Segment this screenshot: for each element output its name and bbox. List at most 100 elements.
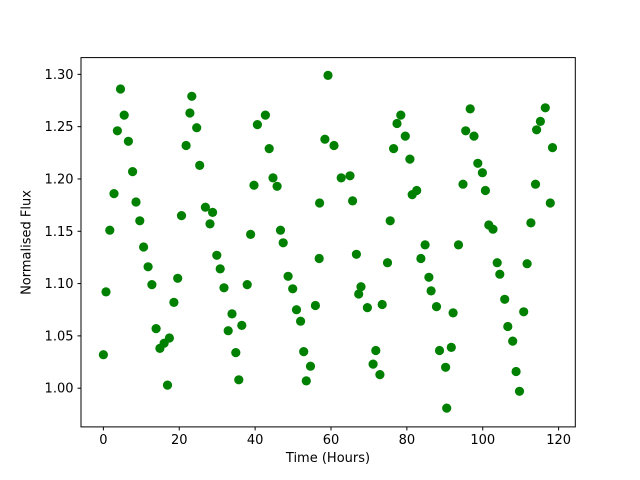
- data-point: [400, 131, 410, 141]
- y-tick-label: 1.30: [45, 68, 74, 83]
- data-point: [205, 219, 215, 229]
- data-point: [115, 84, 126, 94]
- data-point: [215, 264, 225, 274]
- data-point: [412, 185, 422, 196]
- data-point: [547, 143, 558, 153]
- data-point: [147, 280, 157, 290]
- data-point: [101, 287, 111, 297]
- data-point: [453, 240, 464, 250]
- data-point: [288, 284, 298, 294]
- data-point: [345, 171, 355, 181]
- data-point: [131, 197, 141, 207]
- data-point: [278, 238, 288, 248]
- data-point: [530, 179, 541, 189]
- data-point: [336, 173, 346, 183]
- data-point: [219, 283, 229, 293]
- data-point: [458, 179, 468, 189]
- data-point: [469, 131, 479, 141]
- axes-frame: [80, 57, 576, 428]
- data-point: [283, 271, 293, 281]
- data-point: [119, 110, 129, 120]
- data-point: [109, 189, 119, 199]
- data-point: [301, 376, 311, 386]
- data-point: [519, 307, 529, 317]
- data-point: [275, 225, 286, 235]
- y-axis-label: Normalised Flux: [19, 190, 35, 295]
- data-point: [396, 110, 406, 120]
- data-point: [208, 207, 218, 217]
- data-point: [105, 225, 115, 235]
- data-point: [169, 297, 179, 307]
- data-point: [392, 118, 402, 129]
- data-point: [164, 333, 174, 343]
- data-point: [448, 308, 458, 318]
- data-point: [382, 258, 393, 268]
- data-point: [368, 359, 378, 369]
- data-point: [246, 229, 256, 239]
- y-tick-label: 1.25: [45, 120, 74, 135]
- data-point: [477, 168, 487, 178]
- x-tick-label: 100: [470, 433, 495, 448]
- y-tick-label: 1.05: [45, 329, 74, 344]
- data-point: [426, 286, 436, 296]
- data-point: [310, 300, 320, 311]
- data-point: [151, 324, 161, 334]
- data-point: [162, 380, 173, 390]
- data-point: [143, 262, 153, 272]
- data-point: [187, 91, 197, 101]
- data-point: [231, 348, 241, 358]
- data-point: [473, 158, 483, 168]
- data-point: [173, 273, 183, 283]
- data-point: [227, 309, 237, 319]
- data-point: [249, 180, 259, 190]
- data-point: [272, 181, 282, 191]
- data-point: [420, 240, 430, 250]
- data-point: [192, 123, 202, 133]
- data-point: [362, 303, 372, 313]
- x-tick-label: 20: [171, 433, 188, 448]
- x-tick-label: 80: [399, 433, 416, 448]
- data-point: [264, 144, 274, 154]
- data-point: [323, 70, 333, 80]
- data-point: [446, 342, 456, 352]
- data-point: [329, 140, 339, 151]
- data-point: [252, 120, 262, 130]
- data-point: [545, 198, 555, 208]
- data-point: [495, 269, 505, 279]
- data-point: [416, 253, 426, 264]
- data-point: [424, 272, 434, 282]
- data-point: [461, 126, 471, 136]
- data-point: [234, 375, 244, 385]
- y-tick-label: 1.00: [45, 382, 74, 397]
- data-point: [434, 345, 445, 356]
- data-point: [508, 336, 518, 346]
- data-point: [320, 134, 330, 144]
- data-point: [377, 299, 387, 310]
- data-point: [492, 258, 502, 268]
- data-point: [242, 280, 252, 290]
- data-point: [237, 320, 247, 330]
- y-tick-label: 1.20: [45, 172, 74, 187]
- data-point: [305, 361, 316, 371]
- data-point: [465, 104, 475, 114]
- data-point: [371, 345, 381, 356]
- data-point: [526, 218, 536, 228]
- data-point: [315, 198, 325, 208]
- data-point: [260, 110, 270, 120]
- x-axis-label: Time (Hours): [285, 451, 371, 466]
- data-point: [112, 126, 122, 136]
- x-tick-label: 60: [323, 433, 340, 448]
- data-point: [139, 242, 149, 252]
- data-point: [442, 403, 452, 413]
- data-point: [514, 386, 525, 396]
- data-point: [195, 160, 205, 170]
- data-point: [98, 350, 108, 360]
- data-point: [480, 185, 490, 196]
- data-point: [441, 362, 451, 372]
- data-point: [296, 316, 306, 326]
- data-point: [405, 154, 415, 164]
- data-point: [128, 167, 138, 177]
- data-point: [354, 289, 364, 299]
- data-point: [488, 224, 498, 234]
